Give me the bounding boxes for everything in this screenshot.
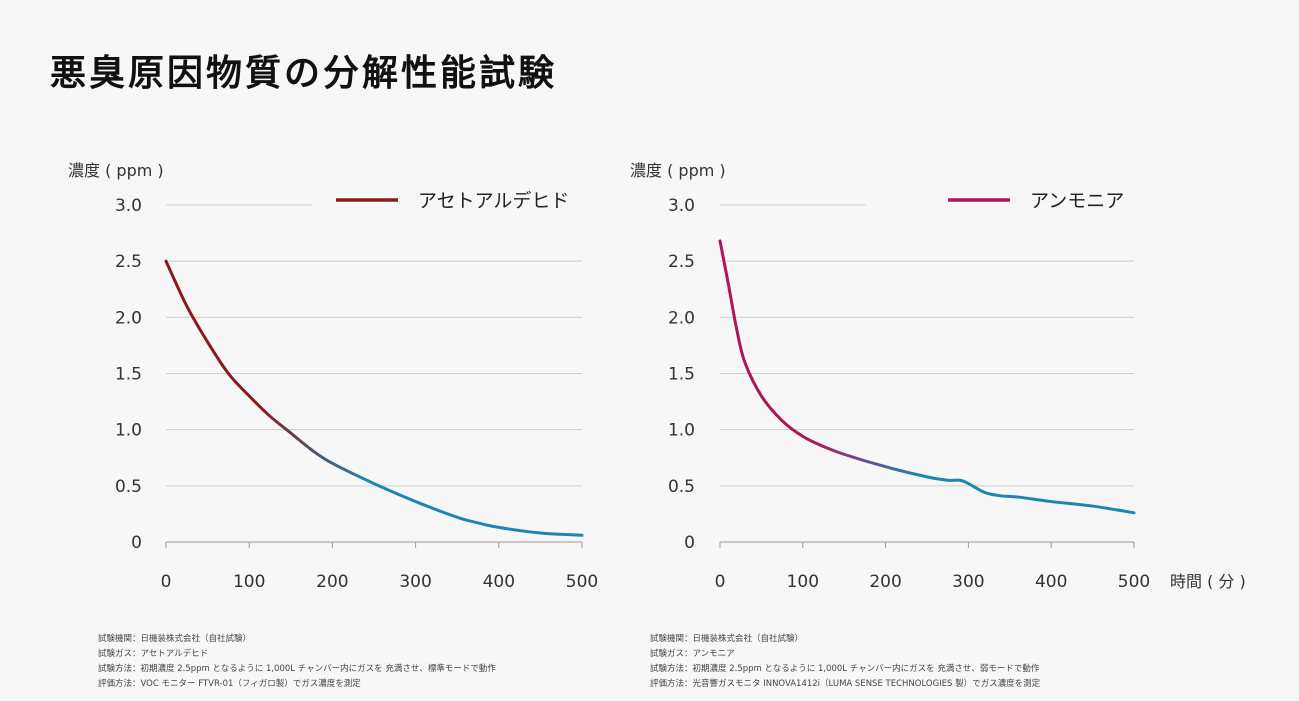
y-tick-label: 1.5 [668,365,695,385]
y-tick-label: 2.5 [115,252,142,272]
test-note-line: 試験ガス：アンモニア [650,649,735,659]
x-tick-label: 500 [566,572,598,592]
x-tick-label: 400 [483,572,515,592]
ammonia-test-notes: 試験機関：日機装株式会社（自社試験） 試験ガス：アンモニア 試験方法：初期濃度 … [650,632,1040,692]
x-tick-label: 100 [787,572,819,592]
test-note-line: 試験方法：初期濃度 2.5ppm となるように 1,000L チャンバー内にガス… [98,664,496,674]
test-note-line: 試験ガス：アセトアルデヒド [98,649,209,659]
y-tick-label: 2.0 [115,308,142,328]
test-note-line: 試験機関：日機装株式会社（自社試験） [650,634,804,644]
test-note-line: 評価方法：VOC モニター FTVR-01（フィガロ製）でガス濃度を測定 [98,679,361,689]
y-tick-label: 0 [131,533,142,553]
y-tick-label: 1.0 [115,421,142,441]
x-tick-label: 200 [869,572,901,592]
page-title: 悪臭原因物質の分解性能試験 [50,53,558,94]
y-tick-label: 1.5 [115,365,142,385]
x-tick-label: 100 [233,572,265,592]
x-tick-label: 300 [399,572,431,592]
y-axis-label: 濃度 ( ppm ) [68,161,164,180]
series-line [164,259,584,537]
acetaldehyde-test-notes: 試験機関：日機装株式会社（自社試験） 試験ガス：アセトアルデヒド 試験方法：初期… [98,632,496,692]
y-tick-label: 1.0 [668,421,695,441]
x-tick-label: 400 [1035,572,1067,592]
y-tick-label: 0.5 [668,477,695,497]
legend-label: アセトアルデヒド [418,190,569,212]
legend-label: アンモニア [1030,190,1124,212]
y-tick-label: 3.0 [668,196,695,216]
series-line [718,239,1136,515]
y-tick-label: 0.5 [115,477,142,497]
x-tick-label: 0 [161,572,172,592]
test-note-line: 評価方法：光音響ガスモニタ INNOVA1412i（LUMA SENSE TEC… [650,679,1041,689]
x-tick-label: 300 [952,572,984,592]
y-axis-label: 濃度 ( ppm ) [630,161,726,180]
y-tick-label: 3.0 [115,196,142,216]
y-tick-label: 2.5 [668,252,695,272]
test-note-line: 試験方法：初期濃度 2.5ppm となるように 1,000L チャンバー内にガス… [650,664,1040,674]
x-tick-label: 500 [1118,572,1150,592]
x-tick-label: 0 [715,572,726,592]
y-tick-label: 2.0 [668,308,695,328]
x-axis-label: 時間 ( 分 ) [1170,572,1246,591]
y-tick-label: 0 [684,533,695,553]
test-note-line: 試験機関：日機装株式会社（自社試験） [98,634,252,644]
x-tick-label: 200 [316,572,348,592]
